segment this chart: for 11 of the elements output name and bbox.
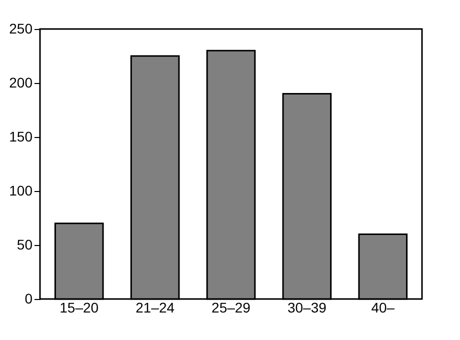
y-tick-label: 150	[9, 128, 33, 144]
x-tick-label: 25–29	[212, 300, 251, 316]
y-tick-label: 50	[16, 236, 33, 252]
x-tick-label: 40–	[371, 300, 395, 316]
y-tick-label: 200	[9, 74, 33, 90]
x-tick-label: 30–39	[287, 300, 327, 316]
y-tick-label: 0	[24, 290, 33, 306]
x-tick-label: 21–24	[136, 300, 175, 316]
y-tick-label: 250	[9, 20, 33, 36]
y-tick-label: 100	[9, 182, 33, 198]
x-tick-label: 15–20	[60, 300, 99, 316]
